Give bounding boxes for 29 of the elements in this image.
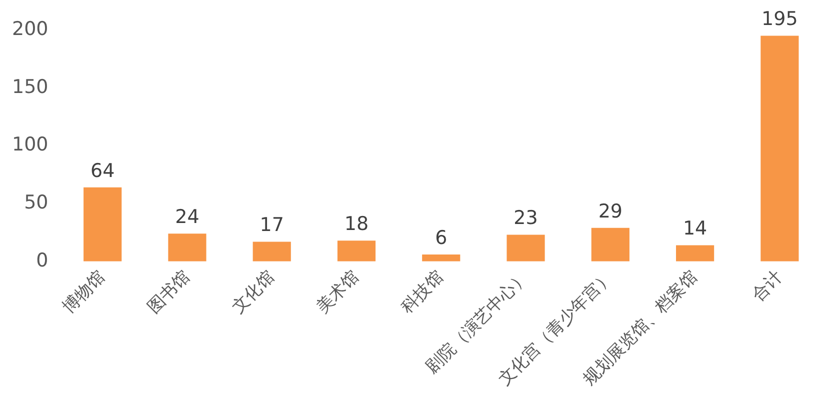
- bar: [591, 228, 630, 262]
- bar: [760, 36, 799, 262]
- y-tick-label: 0: [36, 249, 48, 272]
- data-label: 6: [435, 226, 448, 249]
- y-tick-label: 150: [12, 76, 48, 98]
- bar: [422, 254, 460, 262]
- x-tick-label: 科技馆: [398, 267, 448, 318]
- bar: [337, 240, 376, 262]
- x-tick-label: 合计: [748, 267, 786, 306]
- x-tick-label: 博物馆: [59, 267, 110, 318]
- data-label: 24: [175, 206, 200, 228]
- y-tick-label: 50: [24, 191, 48, 214]
- bar: [676, 245, 714, 262]
- data-label: 18: [344, 213, 369, 235]
- x-tick-label: 图书馆: [144, 267, 194, 318]
- data-label: 14: [682, 218, 708, 240]
- x-tick-label: 文化馆: [228, 267, 279, 318]
- data-label: 17: [260, 214, 284, 236]
- bar: [168, 234, 206, 262]
- y-tick-label: 200: [12, 18, 48, 40]
- y-tick-label: 100: [12, 134, 48, 156]
- x-tick-label: 美术馆: [312, 267, 364, 318]
- data-label: 64: [90, 160, 115, 182]
- data-label: 29: [598, 200, 622, 222]
- bar: [252, 242, 291, 262]
- data-label: 23: [514, 207, 538, 230]
- bar: [84, 187, 122, 262]
- data-label: 195: [762, 8, 798, 30]
- bar: [506, 234, 545, 262]
